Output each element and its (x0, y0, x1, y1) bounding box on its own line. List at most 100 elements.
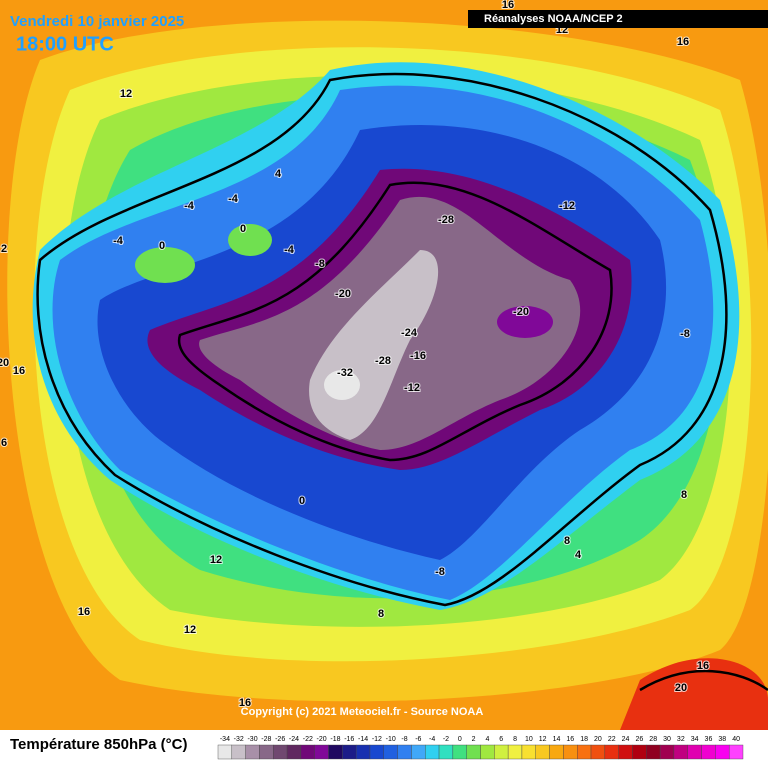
colorbar-swatch (300, 744, 315, 760)
colorbar-swatch (728, 744, 744, 760)
colorbar-swatch (632, 744, 647, 760)
map-label: 8 (564, 535, 570, 547)
colorbar-tick: -22 (303, 736, 313, 743)
colorbar-tick: -34 (220, 736, 230, 743)
colorbar-tick: -6 (415, 736, 421, 743)
colorbar-tick: 26 (635, 736, 643, 743)
map-label: 12 (120, 88, 132, 100)
map-label: -28 (438, 214, 454, 226)
colorbar-swatch (673, 744, 688, 760)
colorbar-swatch (383, 744, 398, 760)
copyright: Copyright (c) 2021 Meteociel.fr - Source… (241, 706, 484, 718)
colorbar-tick: -8 (401, 736, 407, 743)
colorbar-tick: 14 (553, 736, 561, 743)
colorbar-swatch (715, 744, 730, 760)
contours (36, 72, 768, 692)
colorbar-swatch (549, 744, 564, 760)
colorbar-tick: 0 (458, 736, 462, 743)
time: 18:00 UTC (16, 33, 114, 55)
map-label: -4 (113, 235, 124, 247)
colorbar-swatch (286, 744, 302, 760)
colorbar-swatch (217, 744, 233, 760)
colorbar-swatch (535, 744, 550, 760)
colorbar-tick: 16 (566, 736, 574, 743)
map-label: 8 (378, 608, 384, 620)
map-label: -8 (680, 328, 690, 340)
map-label: 0 (240, 223, 246, 235)
map-label: 12 (210, 554, 222, 566)
colorbar: -34 -32 -30 -28 -26 -24 -22 -20 -18 -16 -14 -12 -10-… (217, 736, 744, 760)
colorbar-swatch (618, 744, 633, 760)
colorbar-swatch (231, 744, 246, 760)
map-label: 0 (159, 240, 165, 252)
colorbar-swatch (397, 744, 412, 760)
colorbar-tick: 10 (525, 736, 533, 743)
colorbar-swatch (369, 744, 384, 760)
colorbar-tick: 36 (705, 736, 713, 743)
colorbar-swatch (452, 744, 467, 760)
map-label: 0 (299, 495, 305, 507)
temperature-field (0, 0, 768, 730)
map-label: 12 (184, 624, 196, 636)
colorbar-tick: 4 (485, 736, 489, 743)
map-label: -12 (404, 382, 420, 394)
colorbar-swatch (494, 744, 509, 760)
map-label: 8 (681, 489, 687, 501)
colorbar-tick: 18 (580, 736, 588, 743)
colorbar-tick: 2 (472, 736, 476, 743)
colorbar-tick: 12 (539, 736, 547, 743)
colorbar-tick: 30 (663, 736, 671, 743)
map-label: 16 (502, 0, 514, 11)
source: Réanalyses NOAA/NCEP 2 (484, 13, 623, 25)
colorbar-tick: -14 (358, 736, 368, 743)
colorbar-swatch (659, 744, 675, 760)
colorbar-swatch (563, 744, 578, 760)
colorbar-tick: 40 (732, 736, 740, 743)
colorbar-tick: -12 (372, 736, 382, 743)
colorbar-tick: -32 (234, 736, 244, 743)
colorbar-tick: -4 (429, 736, 435, 743)
map-label: -12 (559, 200, 575, 212)
map-label: -4 (184, 200, 195, 212)
map-label: 20 (675, 682, 687, 694)
date: Vendredi 10 janvier 2025 (10, 13, 184, 30)
map-label: -32 (337, 367, 353, 379)
colorbar-swatch (425, 744, 440, 760)
map-labels: 16 12 16 12 4 -4 -4 -4 0 0 -4 -8 -28 -12 -20 -20 -24 -8 -2… (0, 0, 710, 710)
colorbar-swatch (687, 744, 702, 760)
map-label: -28 (375, 355, 391, 367)
map-label: -8 (315, 258, 325, 270)
map-label: -20 (513, 306, 529, 318)
colorbar-tick: -30 (247, 736, 257, 743)
colorbar-tick: -2 (443, 736, 449, 743)
colorbar-tick: 8 (513, 736, 517, 743)
colorbar-tick: -10 (386, 736, 396, 743)
colorbar-swatch (604, 744, 619, 760)
colorbar-swatch (411, 744, 426, 760)
colorbar-swatch (646, 744, 661, 760)
colorbar-swatch (438, 744, 454, 760)
colorbar-tick: -24 (289, 736, 299, 743)
colorbar-swatch (273, 744, 288, 760)
map-label: 20 (0, 357, 9, 369)
map-label: -4 (228, 193, 239, 205)
map-label: -4 (284, 244, 295, 256)
colorbar-tick: -18 (330, 736, 340, 743)
colorbar-tick: 28 (649, 736, 657, 743)
colorbar-tick: 22 (608, 736, 616, 743)
legend-title: Température 850hPa (°C) (10, 736, 187, 753)
colorbar-tick: 34 (691, 736, 699, 743)
colorbar-tick: 38 (718, 736, 726, 743)
colorbar-swatch (245, 744, 260, 760)
colorbar-swatch (507, 744, 523, 760)
map-label: -8 (435, 566, 445, 578)
map-label: -20 (335, 288, 351, 300)
colorbar-tick: -28 (261, 736, 271, 743)
colorbar-tick: -16 (344, 736, 354, 743)
source-box (468, 10, 768, 28)
map-label: 16 (13, 365, 25, 377)
colorbar-swatch (701, 744, 716, 760)
colorbar-tick: 20 (594, 736, 602, 743)
map-label: 16 (239, 697, 251, 709)
